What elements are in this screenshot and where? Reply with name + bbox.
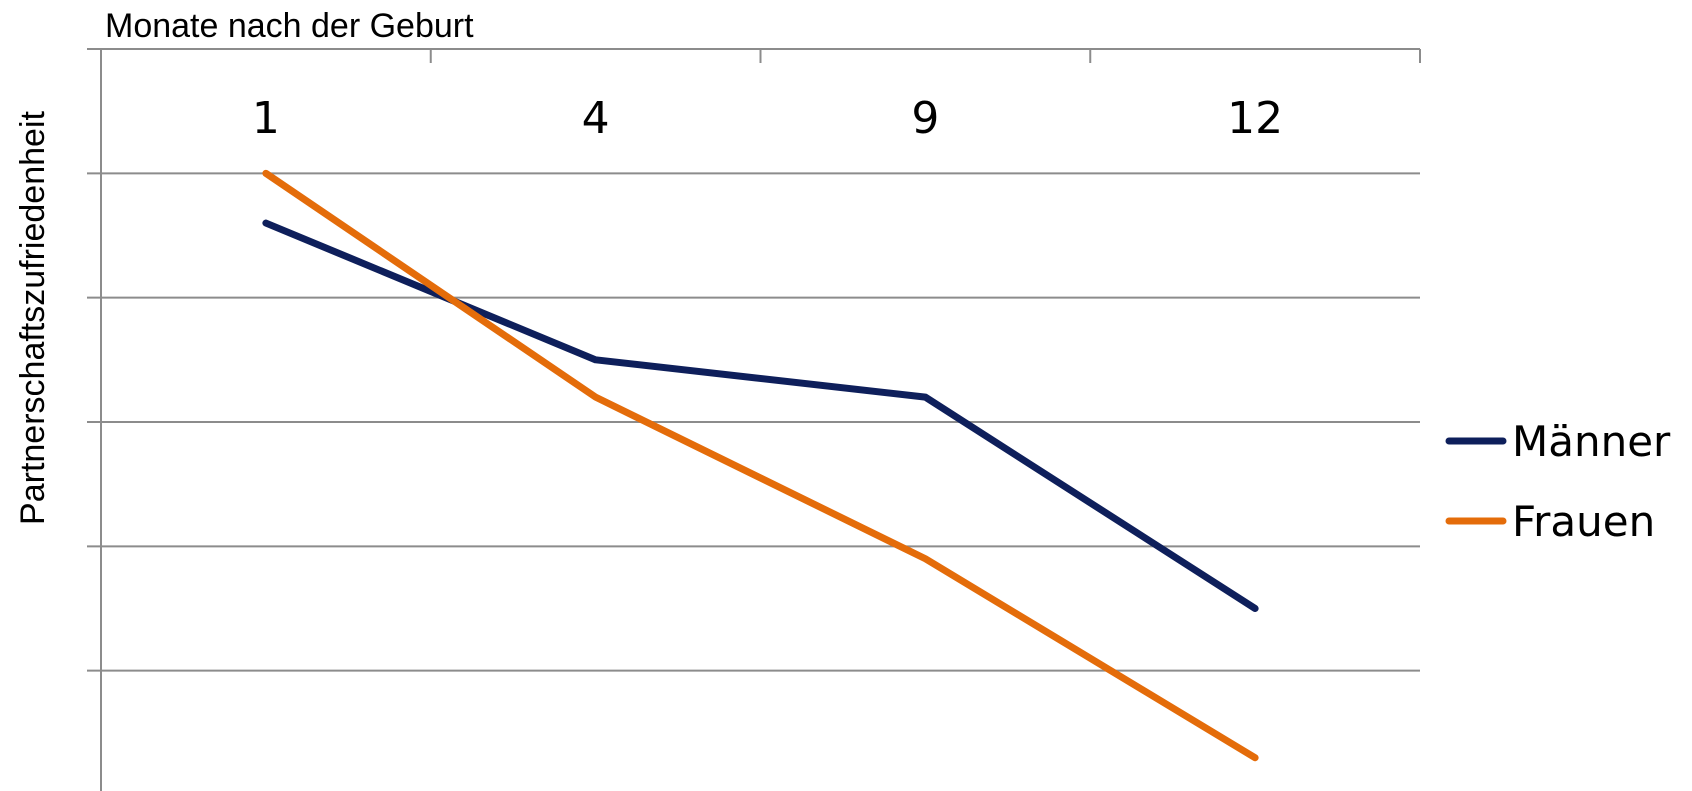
gridlines	[87, 48, 1420, 672]
x-tick-label: 1	[252, 93, 280, 144]
x-tick-label: 4	[582, 93, 610, 144]
legend: Männer Frauen	[1445, 417, 1671, 546]
legend-label: Männer	[1512, 417, 1671, 466]
x-axis-title: Monate nach der Geburt	[105, 7, 474, 45]
series-line-1	[262, 169, 1259, 762]
x-tick-labels: 1 4 9 12	[252, 93, 1283, 144]
x-tick-label: 12	[1227, 93, 1283, 144]
y-axis-title: Partnerschaftszufriedenheit	[14, 111, 52, 525]
series-line-0	[262, 219, 1259, 612]
legend-label: Frauen	[1512, 497, 1655, 546]
axes	[100, 48, 1421, 791]
x-tick-label: 9	[911, 93, 939, 144]
series-lines	[262, 169, 1259, 762]
